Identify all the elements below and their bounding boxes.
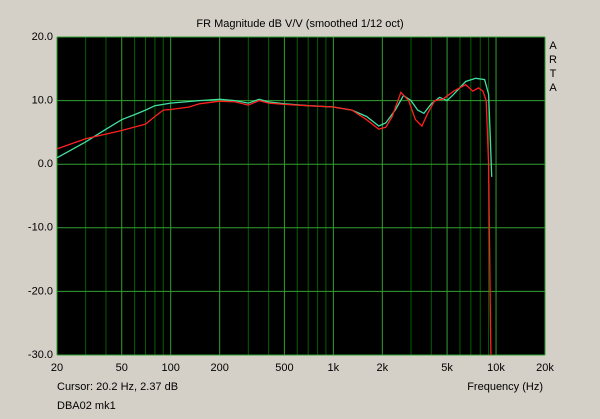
y-tick-label: -20.0 [28,285,53,297]
brand-letter: A [549,82,557,94]
x-tick-label: 50 [116,362,128,374]
x-tick-label: 2k [377,362,389,374]
y-tick-label: 0.0 [38,158,53,170]
y-tick-label: 20.0 [32,31,53,43]
x-tick-label: 20 [51,362,63,374]
x-tick-label: 1k [328,362,340,374]
x-tick-label: 200 [210,362,228,374]
x-tick-label: 500 [275,362,293,374]
chart-title: FR Magnitude dB V/V (smoothed 1/12 oct) [196,18,403,30]
x-tick-label: 5k [441,362,453,374]
x-tick-label: 10k [487,362,505,374]
cursor-readout: Cursor: 20.2 Hz, 2.37 dB [57,381,178,393]
y-tick-label: 10.0 [32,95,53,107]
y-tick-label: -10.0 [28,222,53,234]
y-tick-label: -30.0 [28,349,53,361]
plot-area [57,37,545,355]
brand-letter: R [549,54,557,66]
series-line [56,77,493,177]
brand-letter: A [549,40,557,52]
x-tick-label: 100 [162,362,180,374]
footer: DBA02 mk1 [57,400,116,412]
x-tick-label: 20k [536,362,554,374]
series-line [56,83,492,356]
x-axis-label: Frequency (Hz) [467,381,543,393]
brand-letter: T [550,68,557,80]
